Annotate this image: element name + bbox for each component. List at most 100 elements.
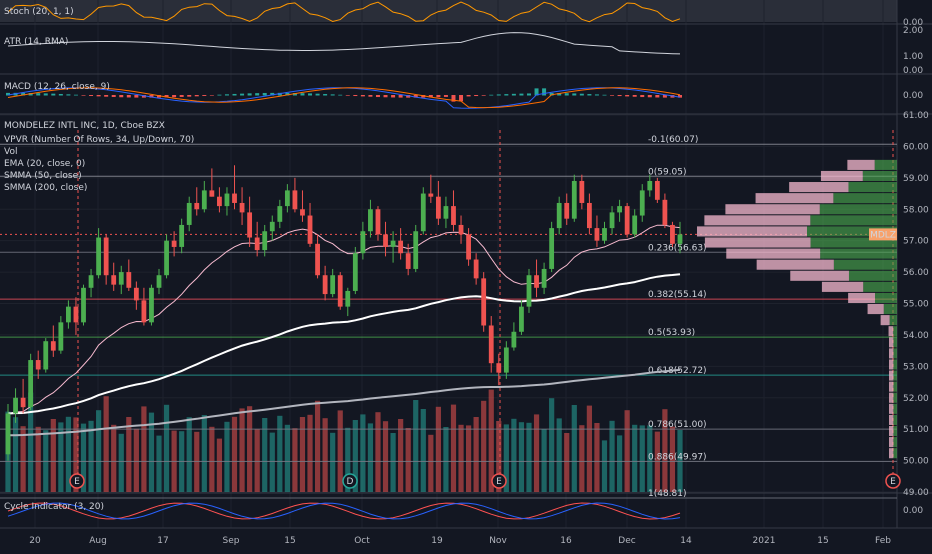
macd-histogram-bar: [474, 95, 479, 97]
volume-bar: [639, 425, 645, 492]
candle-body: [602, 228, 607, 241]
indicator-label: VPVR (Number Of Rows, 34, Up/Down, 70): [4, 135, 194, 145]
vpvr-up-volume-bar: [833, 259, 897, 270]
candle-body: [96, 237, 102, 276]
candle-body: [413, 231, 419, 269]
macd-histogram-bar: [625, 95, 630, 97]
volume-bar: [322, 418, 328, 492]
macd-histogram-bar: [496, 94, 501, 96]
volume-bar: [488, 389, 494, 492]
macd-histogram-bar: [647, 95, 652, 98]
candle-body: [579, 180, 585, 203]
candle-body: [647, 180, 653, 191]
macd-histogram-bar: [451, 95, 456, 102]
macd-histogram-bar: [443, 95, 448, 97]
macd-histogram-bar: [58, 93, 63, 96]
macd-histogram-bar: [557, 93, 562, 96]
candle-body: [232, 193, 237, 203]
price-axis-label: 61.00: [903, 111, 929, 121]
volume-bar: [533, 414, 540, 492]
candle-body: [5, 413, 11, 455]
candle-body: [35, 360, 41, 370]
candle-body: [43, 341, 49, 370]
candle-body: [481, 278, 487, 326]
volume-bar: [624, 410, 630, 492]
vpvr-up-volume-bar: [893, 414, 897, 425]
fib-level-label: 0.382(55.14): [648, 290, 707, 300]
macd-histogram-bar: [247, 93, 252, 96]
candle-body: [307, 215, 313, 244]
volume-bar: [307, 414, 313, 492]
volume-bar: [564, 433, 570, 492]
indicator-label: SMMA (50, close): [4, 171, 82, 181]
smma-50-line: [7, 273, 681, 415]
time-axis-label: Feb: [875, 536, 891, 546]
volume-bar: [254, 429, 260, 492]
candle-body: [262, 231, 268, 251]
macd-histogram-bar: [504, 94, 509, 96]
vpvr-up-volume-bar: [833, 193, 897, 204]
volume-bar: [163, 404, 170, 492]
candle-body: [662, 199, 668, 225]
candle-body: [375, 209, 381, 235]
volume-bar: [435, 406, 441, 492]
macd-histogram-bar: [6, 92, 10, 96]
price-axis-label: 56.00: [903, 268, 929, 278]
event-marker-circle: [69, 473, 85, 489]
candle-body: [368, 209, 373, 232]
candle-body: [66, 306, 71, 323]
price-axis-label: 55.00: [903, 300, 929, 310]
candle-body: [58, 322, 64, 351]
volume-bar: [594, 423, 600, 492]
volume-bar: [352, 420, 358, 492]
macd-histogram-bar: [277, 92, 282, 96]
candle-body: [586, 202, 592, 229]
price-axis-label: 59.00: [903, 174, 929, 184]
volume-bar: [428, 434, 434, 492]
time-axis-label: 19: [431, 536, 443, 546]
volume-bar: [662, 409, 668, 492]
volume-bar: [413, 400, 419, 492]
fib-level-label: 0.886(49.97): [648, 453, 707, 463]
price-axis-label: 51.00: [903, 425, 929, 435]
volume-bar: [526, 422, 532, 492]
time-axis-label: 2021: [753, 536, 776, 546]
cycle-signal-line: [7, 502, 681, 520]
candle-body: [330, 275, 336, 295]
volume-bar: [12, 417, 19, 492]
candle-body: [345, 290, 351, 307]
volume-bar: [669, 426, 676, 492]
vpvr-down-volume-bar: [889, 337, 894, 348]
candle-body: [534, 275, 539, 288]
fib-level-label: 0.236(56.63): [648, 243, 707, 253]
volume-bar: [511, 418, 517, 492]
macd-histogram-bar: [534, 88, 539, 96]
candle-body: [20, 397, 26, 408]
vpvr-down-volume-bar: [889, 348, 894, 359]
volume-bar: [216, 438, 223, 492]
vpvr-down-volume-bar: [820, 170, 863, 182]
atr-axis-label: 2.00: [903, 26, 923, 36]
candle-body: [503, 347, 509, 373]
macd-histogram-bar: [194, 95, 199, 97]
fib-level-label: 0.5(53.93): [648, 328, 695, 338]
volume-bar: [209, 426, 215, 492]
candle-body: [201, 190, 207, 210]
volume-bar: [299, 417, 306, 492]
candle-body: [81, 287, 86, 323]
volume-bar: [677, 430, 683, 492]
candle-body: [141, 300, 147, 323]
candle-body: [284, 190, 290, 207]
candle-body: [315, 243, 320, 276]
volume-bar: [601, 440, 608, 492]
symbol-header: MONDELEZ INTL INC, 1D, Cboe BZX: [4, 121, 165, 131]
vpvr-up-volume-bar: [893, 348, 897, 359]
candle-body: [111, 275, 117, 285]
volume-bar: [277, 415, 283, 492]
vpvr-down-volume-bar: [726, 248, 821, 259]
fib-level-label: 0.786(51.00): [648, 420, 707, 430]
candle-body: [632, 215, 638, 235]
indicator-label: EMA (20, close, 0): [4, 159, 85, 169]
